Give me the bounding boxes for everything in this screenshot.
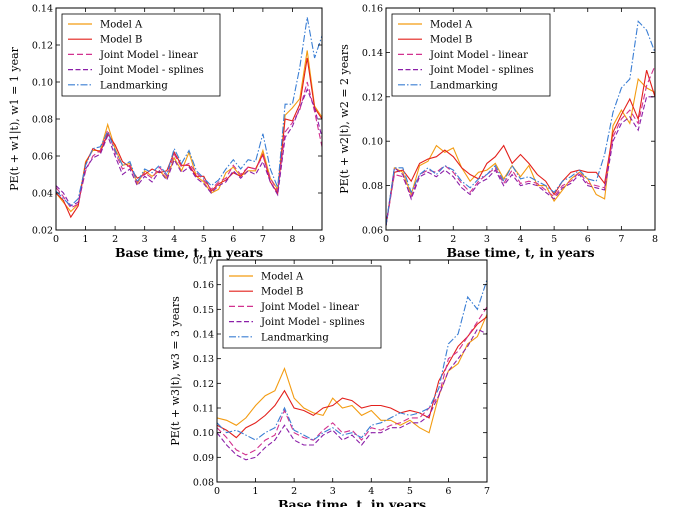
y-tick-label: 0.10 — [32, 78, 53, 89]
series-line-landmarking — [217, 279, 487, 441]
series-line-model-b — [386, 70, 655, 226]
x-tick-label: 2 — [291, 486, 297, 497]
y-tick-label: 0.14 — [32, 4, 53, 15]
legend-label: Joint Model - linear — [429, 50, 528, 61]
x-tick-label: 1 — [253, 486, 259, 497]
y-tick-label: 0.16 — [362, 4, 383, 15]
legend-label: Model B — [430, 35, 472, 46]
y-tick-label: 0.09 — [193, 453, 214, 464]
legend-label: Model B — [100, 35, 142, 46]
y-tick-label: 0.13 — [193, 354, 214, 365]
series-line-joint-model-splines — [217, 328, 487, 461]
x-tick-label: 8 — [652, 234, 658, 245]
legend-label: Joint Model - splines — [429, 65, 534, 76]
y-tick-label: 0.08 — [362, 181, 383, 192]
series-line-model-a — [386, 77, 655, 226]
chart-panel-3: 0 1 2 3 4 5 6 7 0.08 0.09 0.10 0.11 0.12 0.13 0.14 0.15… — [169, 256, 490, 507]
legend-label: Model B — [261, 287, 303, 298]
y-tick-label: 0.14 — [362, 48, 383, 59]
x-tick-label: 3 — [484, 234, 490, 245]
legend-label: Joint Model - splines — [260, 317, 365, 328]
y-tick-label: 0.15 — [193, 305, 214, 316]
x-axis-label: Base time, t, in years — [446, 245, 594, 260]
x-tick-label: 3 — [142, 234, 148, 245]
x-tick-label: 4 — [368, 486, 374, 497]
legend: Model A Model B Joint Model - linear Joint … — [391, 13, 551, 97]
x-tick-label: 9 — [319, 234, 325, 245]
y-tick-label: 0.10 — [193, 428, 214, 439]
x-tick-label: 0 — [53, 234, 59, 245]
y-tick-label: 0.10 — [362, 137, 383, 148]
x-tick-label: 7 — [618, 234, 624, 245]
legend: Model A Model B Joint Model - linear Joint … — [222, 265, 382, 349]
x-tick-label: 5 — [551, 234, 557, 245]
chart-panel-1: 0 1 2 3 4 5 6 7 8 9 0.02 0.04 0.06 0.08 0.10 0.12 0.14 Ba… — [8, 4, 325, 261]
x-tick-label: 1 — [417, 234, 423, 245]
y-axis-label: PE(t + w1|t), w1 = 1 year — [8, 46, 22, 191]
legend-label: Landmarking — [261, 332, 329, 343]
y-tick-label: 0.02 — [32, 226, 53, 237]
x-axis-label: Base time, t, in years — [115, 245, 263, 260]
y-tick-label: 0.16 — [193, 280, 214, 291]
series-line-landmarking — [56, 17, 322, 207]
legend-label: Landmarking — [100, 80, 168, 91]
x-tick-label: 4 — [517, 234, 523, 245]
series-line-joint-model-linear — [217, 306, 487, 456]
x-axis-label: Base time, t, in years — [278, 497, 426, 507]
y-tick-label: 0.06 — [32, 152, 53, 163]
plot-frame — [216, 259, 488, 483]
y-tick-label: 0.12 — [362, 92, 383, 103]
x-tick-label: 4 — [171, 234, 177, 245]
legend-label: Model A — [430, 20, 473, 31]
legend-label: Landmarking — [430, 80, 498, 91]
legend: Model A Model B Joint Model - linear Joint … — [61, 13, 221, 97]
y-tick-label: 0.12 — [32, 41, 53, 52]
y-tick-label: 0.08 — [32, 115, 53, 126]
x-tick-label: 0 — [214, 486, 220, 497]
y-axis-label: PE(t + w3|t), w3 = 3 years — [169, 296, 183, 446]
y-axis-label: PE(t + w2|t), w2 = 2 years — [338, 44, 352, 194]
legend-label: Model A — [100, 20, 143, 31]
legend-label: Joint Model - linear — [260, 302, 359, 313]
y-tick-label: 0.08 — [193, 478, 214, 489]
x-tick-label: 7 — [260, 234, 266, 245]
y-tick-label: 0.11 — [193, 404, 214, 415]
y-tick-label: 0.12 — [193, 379, 214, 390]
x-tick-label: 5 — [201, 234, 207, 245]
legend-label: Model A — [261, 272, 304, 283]
x-tick-label: 1 — [83, 234, 89, 245]
y-tick-label: 0.17 — [193, 256, 214, 267]
x-tick-label: 0 — [383, 234, 389, 245]
x-tick-label: 6 — [230, 234, 236, 245]
legend-label: Joint Model - linear — [99, 50, 198, 61]
series-line-joint-model-linear — [386, 65, 655, 226]
x-tick-label: 8 — [289, 234, 295, 245]
y-tick-label: 0.04 — [32, 189, 53, 200]
y-tick-label: 0.14 — [193, 330, 214, 341]
x-tick-label: 3 — [330, 486, 336, 497]
series-line-model-b — [56, 57, 322, 219]
series-line-landmarking — [386, 20, 655, 226]
x-tick-label: 6 — [585, 234, 591, 245]
x-tick-label: 2 — [112, 234, 118, 245]
x-tick-label: 6 — [445, 486, 451, 497]
y-tick-label: 0.06 — [362, 226, 383, 237]
series-line-joint-model-splines — [56, 87, 322, 207]
x-tick-label: 2 — [450, 234, 456, 245]
x-tick-label: 5 — [407, 486, 413, 497]
series-line-joint-model-splines — [386, 96, 655, 226]
legend-label: Joint Model - splines — [99, 65, 204, 76]
chart-panel-2: 0 1 2 3 4 5 6 7 8 0.06 0.08 0.10 0.12 0.14 0.16 Base ti… — [338, 4, 658, 261]
x-tick-label: 7 — [484, 486, 490, 497]
